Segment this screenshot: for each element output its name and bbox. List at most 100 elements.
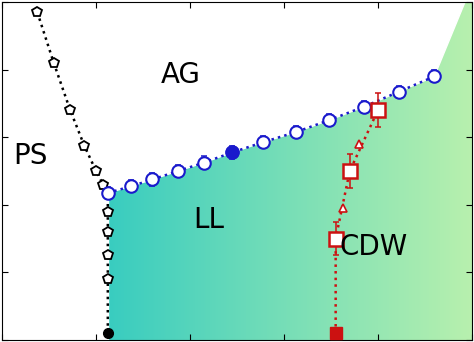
Polygon shape: [412, 0, 414, 340]
Polygon shape: [324, 0, 325, 340]
Polygon shape: [217, 0, 218, 340]
Polygon shape: [468, 0, 469, 340]
Polygon shape: [437, 0, 438, 340]
Polygon shape: [439, 0, 440, 340]
Polygon shape: [263, 0, 264, 340]
Text: CDW: CDW: [339, 234, 407, 261]
Polygon shape: [210, 0, 211, 340]
Polygon shape: [222, 0, 223, 340]
Polygon shape: [425, 0, 426, 340]
Polygon shape: [450, 0, 451, 340]
Polygon shape: [313, 0, 314, 340]
Polygon shape: [337, 0, 338, 340]
Polygon shape: [206, 0, 207, 340]
Polygon shape: [157, 0, 159, 340]
Polygon shape: [233, 0, 234, 340]
Polygon shape: [422, 0, 423, 340]
Polygon shape: [404, 0, 405, 340]
Polygon shape: [438, 0, 439, 340]
Polygon shape: [171, 0, 172, 340]
Polygon shape: [174, 0, 176, 340]
Polygon shape: [246, 0, 247, 340]
Polygon shape: [245, 0, 246, 340]
Polygon shape: [213, 0, 215, 340]
Polygon shape: [275, 0, 276, 340]
Polygon shape: [284, 0, 285, 340]
Polygon shape: [457, 0, 458, 340]
Polygon shape: [254, 0, 255, 340]
Polygon shape: [229, 0, 230, 340]
Polygon shape: [230, 0, 232, 340]
Polygon shape: [306, 0, 307, 340]
Polygon shape: [427, 0, 428, 340]
Polygon shape: [380, 0, 381, 340]
Polygon shape: [159, 0, 160, 340]
Polygon shape: [219, 0, 221, 340]
Polygon shape: [312, 0, 313, 340]
Polygon shape: [212, 0, 213, 340]
Polygon shape: [406, 0, 408, 340]
Polygon shape: [456, 0, 457, 340]
Polygon shape: [297, 0, 298, 340]
Polygon shape: [304, 0, 306, 340]
Polygon shape: [328, 0, 330, 340]
Polygon shape: [261, 0, 262, 340]
Polygon shape: [399, 0, 401, 340]
Polygon shape: [371, 0, 373, 340]
Polygon shape: [334, 0, 335, 340]
Polygon shape: [382, 0, 383, 340]
Polygon shape: [287, 0, 289, 340]
Polygon shape: [454, 0, 455, 340]
Polygon shape: [282, 0, 283, 340]
Polygon shape: [410, 0, 411, 340]
Polygon shape: [167, 0, 168, 340]
Polygon shape: [258, 0, 259, 340]
Polygon shape: [442, 0, 443, 340]
Polygon shape: [318, 0, 319, 340]
Polygon shape: [188, 0, 189, 340]
Polygon shape: [458, 0, 460, 340]
Polygon shape: [432, 0, 433, 340]
Polygon shape: [250, 0, 251, 340]
Polygon shape: [172, 0, 173, 340]
Polygon shape: [116, 0, 118, 340]
Polygon shape: [310, 0, 312, 340]
Polygon shape: [370, 0, 371, 340]
Polygon shape: [307, 0, 308, 340]
Polygon shape: [207, 0, 209, 340]
Polygon shape: [187, 0, 188, 340]
Polygon shape: [358, 0, 359, 340]
Polygon shape: [417, 0, 419, 340]
Polygon shape: [465, 0, 466, 340]
Polygon shape: [360, 0, 362, 340]
Polygon shape: [143, 0, 144, 340]
Polygon shape: [144, 0, 146, 340]
Polygon shape: [428, 0, 429, 340]
Polygon shape: [118, 0, 120, 340]
Polygon shape: [321, 0, 323, 340]
Polygon shape: [388, 0, 389, 340]
Polygon shape: [289, 0, 290, 340]
Polygon shape: [449, 0, 450, 340]
Polygon shape: [183, 0, 184, 340]
Polygon shape: [373, 0, 374, 340]
Polygon shape: [264, 0, 265, 340]
Polygon shape: [168, 0, 170, 340]
Polygon shape: [295, 0, 296, 340]
Polygon shape: [352, 0, 353, 340]
Polygon shape: [113, 0, 114, 340]
Polygon shape: [135, 0, 136, 340]
Polygon shape: [109, 0, 110, 340]
Polygon shape: [195, 0, 196, 340]
Polygon shape: [391, 0, 392, 340]
Polygon shape: [130, 0, 131, 340]
Polygon shape: [201, 0, 202, 340]
Polygon shape: [237, 0, 239, 340]
Polygon shape: [461, 0, 462, 340]
Polygon shape: [194, 0, 195, 340]
Polygon shape: [426, 0, 427, 340]
Polygon shape: [226, 0, 227, 340]
Polygon shape: [460, 0, 461, 340]
Polygon shape: [374, 0, 375, 340]
Polygon shape: [127, 0, 128, 340]
